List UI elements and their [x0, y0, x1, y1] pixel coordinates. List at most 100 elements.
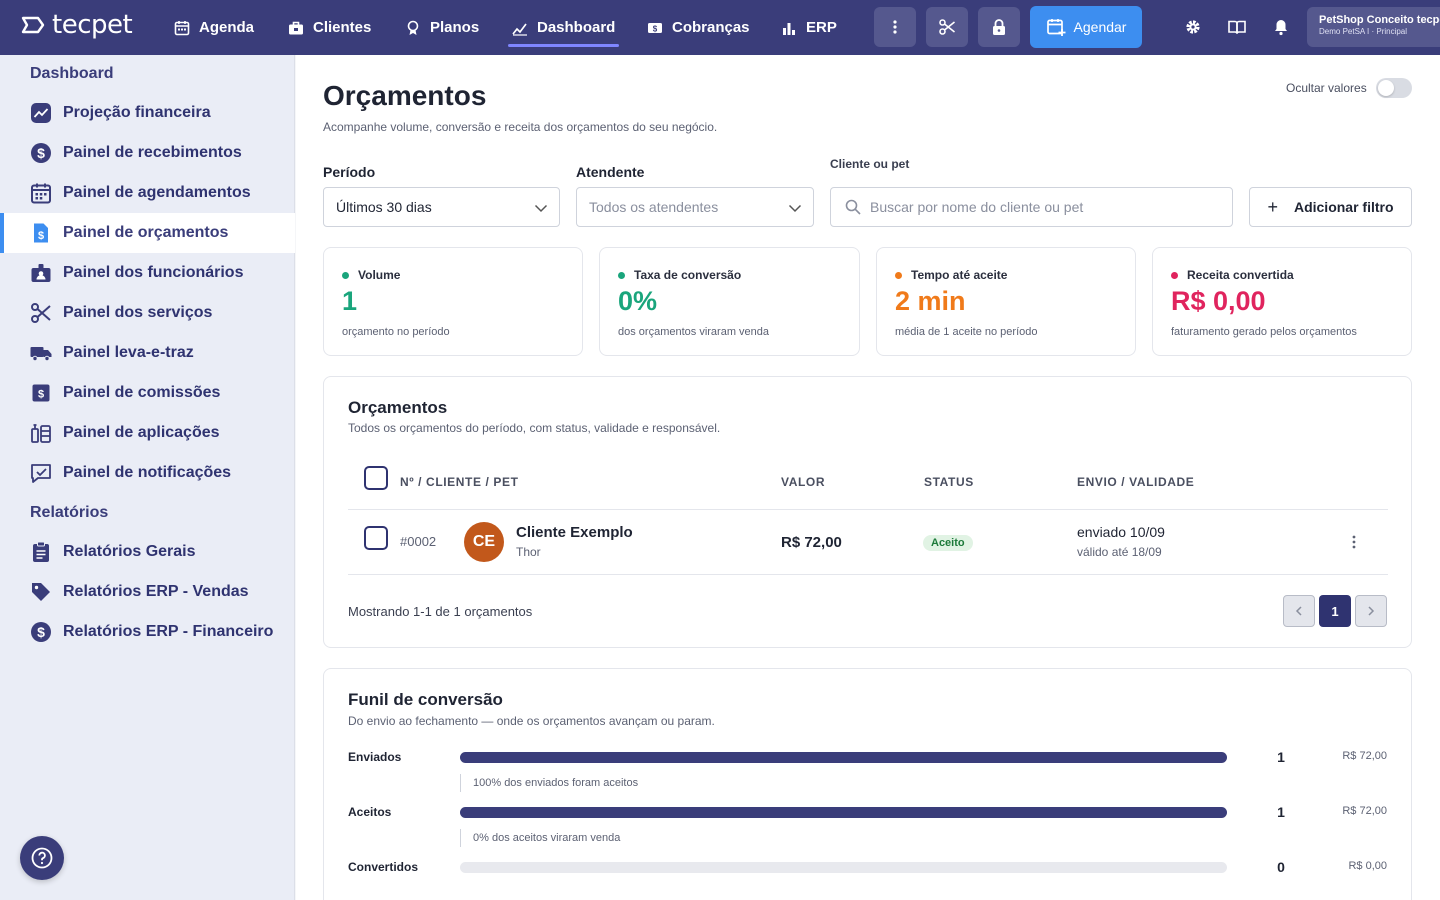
- tag-icon: [32, 583, 50, 601]
- row-checkbox[interactable]: [364, 526, 388, 550]
- nav-cobrancas[interactable]: $ Cobranças: [647, 0, 750, 55]
- nav-erp-label: ERP: [806, 19, 837, 36]
- column-header-client[interactable]: Nº / CLIENTE / PET: [400, 475, 519, 489]
- nav-erp[interactable]: ERP: [781, 0, 837, 55]
- kpi-card-time-to-accept: Tempo até aceite 2 min média de 1 aceite…: [876, 247, 1136, 356]
- kpi-label: Receita convertida: [1187, 268, 1294, 282]
- tecpet-logo-icon: [21, 16, 45, 34]
- sidebar-item-label: Painel de agendamentos: [63, 184, 251, 201]
- sidebar-item-comissoes[interactable]: $ Painel de comissões: [0, 373, 295, 413]
- quotes-table-card: Orçamentos Todos os orçamentos do períod…: [323, 376, 1412, 648]
- svg-text:$: $: [38, 230, 44, 242]
- nav-clientes[interactable]: Clientes: [288, 0, 371, 55]
- lock-button[interactable]: [978, 7, 1020, 47]
- client-name[interactable]: Cliente Exemplo: [516, 524, 633, 541]
- sidebar-item-label: Painel de notificações: [63, 464, 232, 481]
- briefcase-icon: [289, 21, 303, 34]
- previous-page-button[interactable]: [1283, 595, 1315, 627]
- avatar: CE: [464, 522, 504, 562]
- column-header-send-validity[interactable]: ENVIO / VALIDADE: [1077, 475, 1195, 489]
- funnel-stage-note: 100% dos enviados foram aceitos: [460, 774, 638, 792]
- kpi-value: 1: [342, 286, 358, 316]
- guide-button[interactable]: [1226, 16, 1248, 38]
- sidebar-item-label: Relatórios Gerais: [63, 543, 196, 560]
- funnel-stage-amount: R$ 0,00: [1348, 860, 1387, 872]
- calendar-plus-icon: [1046, 19, 1066, 36]
- funnel-bar-track: [460, 807, 1227, 818]
- svg-text:$: $: [37, 624, 45, 640]
- settings-button[interactable]: [1182, 16, 1204, 38]
- sidebar-item-label: Painel de recebimentos: [63, 144, 242, 161]
- top-navigation-bar: tecpet Agenda Clientes Planos Dashboard …: [0, 0, 1440, 55]
- sidebar-section-dashboard: Dashboard: [30, 65, 114, 82]
- sidebar-item-orcamentos[interactable]: $ Painel de orçamentos: [0, 213, 295, 253]
- chevron-down-icon: [788, 204, 802, 213]
- bell-icon: [1275, 20, 1287, 36]
- kpi-value: 2 min: [895, 286, 966, 316]
- nav-clientes-label: Clientes: [313, 19, 372, 36]
- pet-name: Thor: [516, 545, 541, 559]
- sidebar-item-label: Painel de comissões: [63, 384, 221, 401]
- sidebar-item-notificacoes[interactable]: Painel de notificações: [0, 453, 295, 493]
- kpi-caption: faturamento gerado pelos orçamentos: [1171, 326, 1357, 338]
- nav-dashboard[interactable]: Dashboard: [507, 0, 620, 55]
- sent-date: enviado 10/09: [1077, 524, 1165, 540]
- search-label: Cliente ou pet: [830, 157, 910, 171]
- sidebar-item-aplicacoes[interactable]: Painel de aplicações: [0, 413, 295, 453]
- conversion-funnel-card: Funil de conversão Do envio ao fechament…: [323, 668, 1412, 900]
- services-shortcut-button[interactable]: [926, 7, 968, 47]
- column-header-value[interactable]: VALOR: [781, 475, 826, 489]
- sidebar-item-recebimentos[interactable]: $ Painel de recebimentos: [0, 133, 295, 173]
- sidebar-item-relatorios-gerais[interactable]: Relatórios Gerais: [0, 532, 295, 572]
- hide-values-toggle[interactable]: [1376, 78, 1412, 98]
- kpi-value: 0%: [618, 286, 658, 316]
- brand-logo[interactable]: tecpet: [20, 10, 133, 40]
- truck-icon: [30, 347, 52, 362]
- next-page-button[interactable]: [1355, 595, 1387, 627]
- medal-icon: [407, 20, 419, 35]
- chevron-left-icon: [1295, 606, 1302, 616]
- kpi-card-conversion-rate: Taxa de conversão 0% dos orçamentos vira…: [599, 247, 860, 356]
- agendar-button[interactable]: Agendar: [1030, 6, 1142, 48]
- help-button[interactable]: [20, 836, 64, 880]
- kpi-card-converted-revenue: Receita convertida R$ 0,00 faturamento g…: [1152, 247, 1412, 356]
- header-divider: [348, 509, 1388, 510]
- trend-icon: [31, 103, 51, 123]
- funnel-stage-count: 1: [1277, 804, 1285, 820]
- sidebar-item-erp-financeiro[interactable]: $ Relatórios ERP - Financeiro: [0, 612, 295, 652]
- column-header-status[interactable]: STATUS: [924, 475, 974, 489]
- chart-line-icon: [512, 22, 527, 36]
- account-switcher[interactable]: PetShop Conceito tecpet Demo PetSA I · P…: [1307, 7, 1440, 47]
- row-actions-button[interactable]: [1344, 532, 1364, 552]
- add-filter-label: Adicionar filtro: [1293, 199, 1394, 215]
- valid-until: válido até 18/09: [1077, 545, 1162, 559]
- kpi-label: Taxa de conversão: [634, 268, 742, 282]
- period-value: Últimos 30 dias: [336, 199, 432, 215]
- more-options-button[interactable]: [874, 7, 916, 47]
- add-filter-button[interactable]: + Adicionar filtro: [1249, 187, 1412, 227]
- sidebar-item-funcionarios[interactable]: Painel dos funcionários: [0, 253, 295, 293]
- pagination-summary: Mostrando 1-1 de 1 orçamentos: [348, 604, 533, 619]
- select-all-checkbox[interactable]: [364, 466, 388, 490]
- notifications-button[interactable]: [1270, 16, 1292, 38]
- sidebar-item-agendamentos[interactable]: Painel de agendamentos: [0, 173, 295, 213]
- sidebar-item-servicos[interactable]: Painel dos serviços: [0, 293, 295, 333]
- svg-text:$: $: [653, 24, 658, 33]
- period-select[interactable]: Últimos 30 dias: [323, 187, 560, 227]
- funnel-stage-amount: R$ 72,00: [1342, 750, 1387, 762]
- page-number-button[interactable]: 1: [1319, 595, 1351, 627]
- funnel-subtitle: Do envio ao fechamento — onde os orçamen…: [348, 714, 715, 728]
- quote-value: R$ 72,00: [781, 534, 842, 551]
- search-input[interactable]: [870, 199, 1210, 215]
- nav-planos-label: Planos: [430, 19, 480, 36]
- period-label: Período: [323, 164, 376, 180]
- nav-agenda[interactable]: Agenda: [174, 0, 254, 55]
- sidebar-item-projecao-financeira[interactable]: Projeção financeira: [0, 93, 295, 133]
- nav-planos[interactable]: Planos: [405, 0, 479, 55]
- plus-icon: +: [1267, 196, 1278, 217]
- funnel-stage-count: 0: [1277, 859, 1285, 875]
- page-title: Orçamentos: [323, 80, 487, 111]
- attendant-select[interactable]: Todos os atendentes: [576, 187, 814, 227]
- sidebar-item-erp-vendas[interactable]: Relatórios ERP - Vendas: [0, 572, 295, 612]
- sidebar-item-leva-e-traz[interactable]: Painel leva-e-traz: [0, 333, 295, 373]
